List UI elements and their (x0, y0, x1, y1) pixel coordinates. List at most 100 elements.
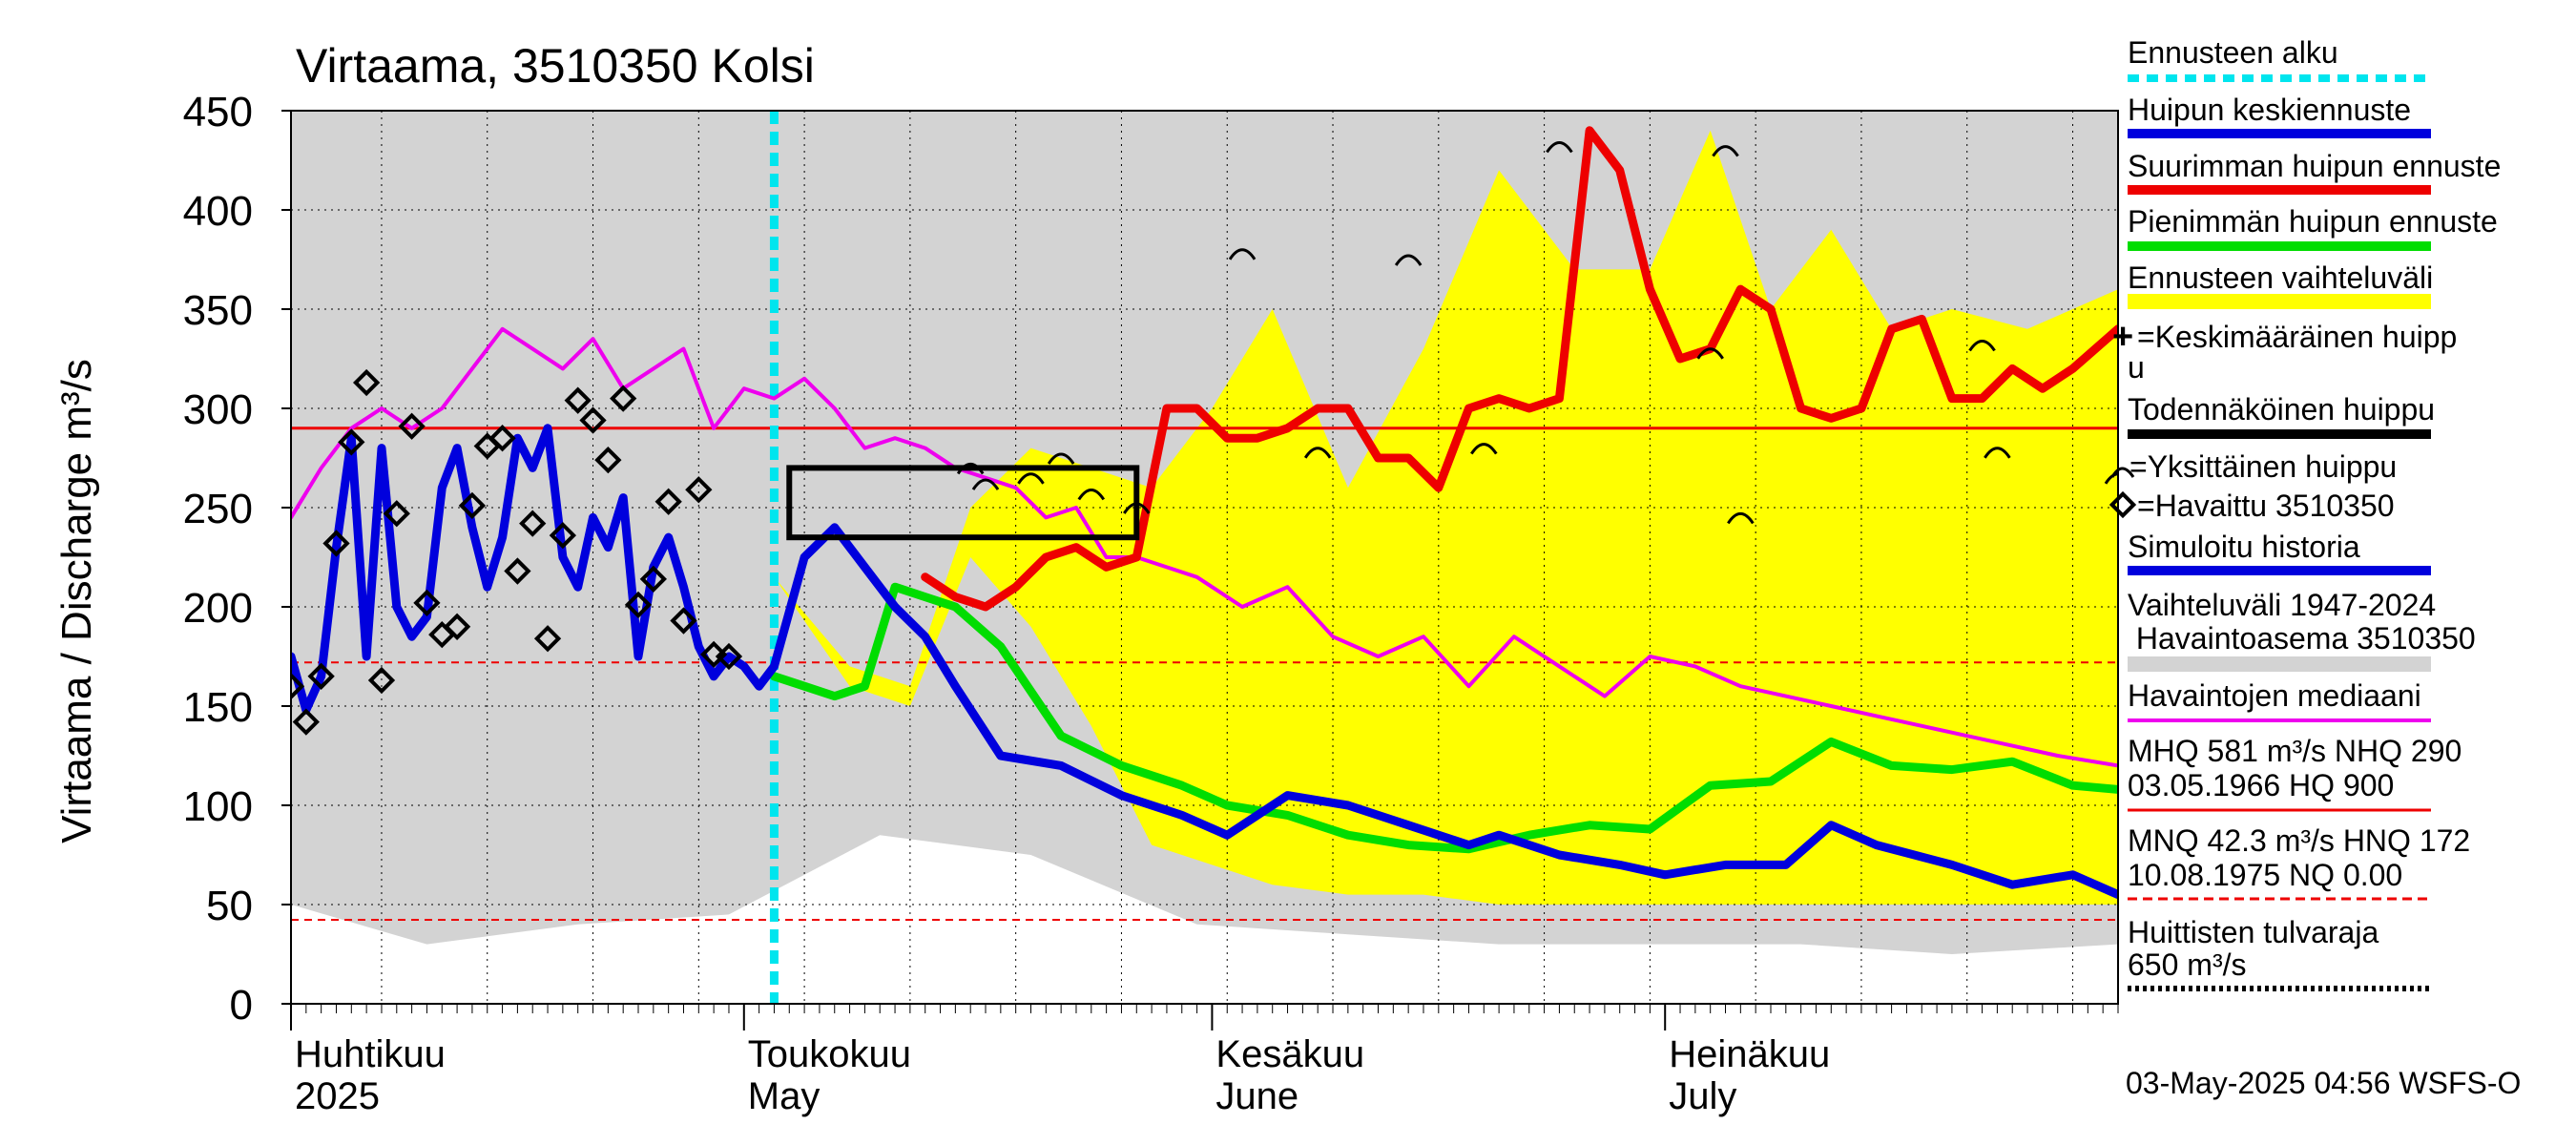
observed-point (307, 662, 335, 690)
series-line-suurimman-huipun-ennuste (921, 126, 2118, 612)
legend-mean-peak: Huipun keskiennuste (2128, 93, 2411, 127)
series-line-huipun-keskiennuste (291, 424, 2118, 900)
observed-point (654, 488, 682, 515)
legend-single-peak: =Yksittäinen huippu (2129, 449, 2397, 484)
plot-frame (290, 110, 2119, 1005)
observed-point (594, 446, 622, 474)
y-tick-label: 0 (230, 982, 253, 1029)
legend-flood-value: 650 m³/s (2128, 947, 2246, 982)
observed-point (488, 425, 516, 452)
single-peak-mark (1228, 248, 1257, 260)
single-peak-mark (1696, 347, 1724, 360)
legend-mean-annual-peak: =Keskimääräinen huipp (2137, 320, 2457, 354)
legend-median: Havaintojen mediaani (2128, 678, 2421, 713)
observed-point (579, 406, 607, 434)
observed-point (624, 591, 653, 619)
plot-area (291, 111, 2118, 1004)
single-peak-mark (1394, 254, 1423, 266)
forecast-band (774, 130, 2118, 906)
legend-nq-date: 10.08.1975 NQ 0.00 (2128, 858, 2402, 892)
single-peak-mark (1712, 145, 1739, 157)
observed-point (549, 521, 577, 550)
legend-swatch-history (2128, 656, 2431, 672)
observed-point (458, 491, 487, 520)
series-layer (291, 126, 2118, 900)
chart-title: Virtaama, 3510350 Kolsi (296, 39, 815, 93)
single-peak-mark (1077, 488, 1106, 501)
single-peak-mark (1546, 140, 1573, 154)
single-peak-mark (1984, 447, 2011, 459)
single-peak-mark (1470, 443, 1498, 455)
observed-point (610, 385, 637, 412)
y-tick-label: 450 (183, 89, 253, 135)
observed-point (367, 666, 396, 695)
legend-flood-limit: Huittisten tulvaraja (2128, 915, 2379, 949)
y-tick-label: 100 (183, 783, 253, 830)
x-month-sublabel: 2025 (295, 1075, 380, 1117)
legend-plus-icon: + (2112, 317, 2133, 357)
observed-point (504, 557, 531, 585)
legend-variation-range: Vaihteluväli 1947-2024 (2128, 588, 2436, 622)
y-axis: 0 50 100 150 200 250 300 350 400 450 (183, 89, 291, 1029)
x-month-sublabel: July (1669, 1075, 1736, 1117)
y-axis-label: Virtaama / Discharge m³/s (53, 359, 100, 843)
single-peak-mark (1047, 452, 1075, 465)
legend-simulated: Simuloitu historia (2128, 530, 2360, 564)
y-tick-label: 50 (206, 883, 253, 929)
y-tick-label: 400 (183, 188, 253, 235)
series-line-pienimm-n-huipun-ennuste (769, 582, 2118, 854)
forecast-band-layer (774, 130, 2118, 906)
legend-min-peak: Pienimmän huipun ennuste (2128, 204, 2498, 239)
marker-layer (291, 140, 2118, 736)
legend-mhq: MHQ 581 m³/s NHQ 290 (2128, 734, 2462, 768)
x-month-label: Toukokuu (748, 1033, 911, 1075)
observed-point (519, 510, 547, 537)
single-peak-mark (1303, 447, 1332, 459)
x-month-label: Kesäkuu (1215, 1033, 1364, 1075)
observed-point (291, 673, 305, 700)
observed-point (443, 613, 471, 640)
x-month-sublabel: May (748, 1075, 821, 1117)
legend-mnq: MNQ 42.3 m³/s HNQ 172 (2128, 823, 2470, 858)
legend-mean-annual-peak-cont: u (2128, 350, 2145, 385)
legend-hq-date: 03.05.1966 HQ 900 (2128, 768, 2394, 802)
timestamp: 03-May-2025 04:56 WSFS-O (2126, 1066, 2521, 1100)
legend-forecast-start: Ennusteen alku (2128, 35, 2338, 70)
observed-point (670, 607, 697, 635)
single-peak-mark (1017, 472, 1045, 485)
observed-point (398, 412, 426, 440)
x-month-sublabel: June (1215, 1075, 1298, 1117)
x-month-label: Heinäkuu (1669, 1033, 1830, 1075)
single-peak-mark (956, 462, 985, 475)
observed-point (338, 428, 365, 456)
single-peak-mark (1123, 502, 1151, 514)
observed-point (292, 708, 320, 736)
y-tick-label: 200 (183, 585, 253, 632)
y-tick-label: 300 (183, 386, 253, 433)
legend-station: Havaintoasema 3510350 (2128, 621, 2476, 656)
observed-point (639, 565, 667, 593)
y-tick-label: 150 (183, 684, 253, 731)
legend-forecast-range: Ennusteen vaihteluväli (2128, 260, 2433, 295)
legend-max-peak: Suurimman huipun ennuste (2128, 149, 2501, 183)
legend-diamond-icon (2109, 490, 2137, 519)
single-peak-mark (1968, 339, 1996, 352)
y-tick-label: 250 (183, 486, 253, 532)
legend-arch-icon (2110, 467, 2135, 478)
legend-observed: =Havaittu 3510350 (2137, 489, 2395, 523)
observed-point (564, 386, 592, 414)
observed-point (383, 500, 410, 528)
legend-swatch-forecast-range (2128, 294, 2431, 309)
legend-probable-peak: Todennäköinen huippu (2128, 392, 2435, 427)
grid-layer (291, 111, 2118, 1004)
legend: Ennusteen alku Huipun keskiennuste Suuri… (2109, 35, 2501, 991)
observed-point (352, 368, 381, 397)
single-peak-mark (971, 478, 1000, 490)
series-line-havaintojen-mediaani (291, 326, 2118, 768)
observed-point (685, 476, 713, 504)
observed-point (322, 530, 350, 557)
observed-point (533, 625, 562, 653)
observed-point (715, 642, 743, 671)
